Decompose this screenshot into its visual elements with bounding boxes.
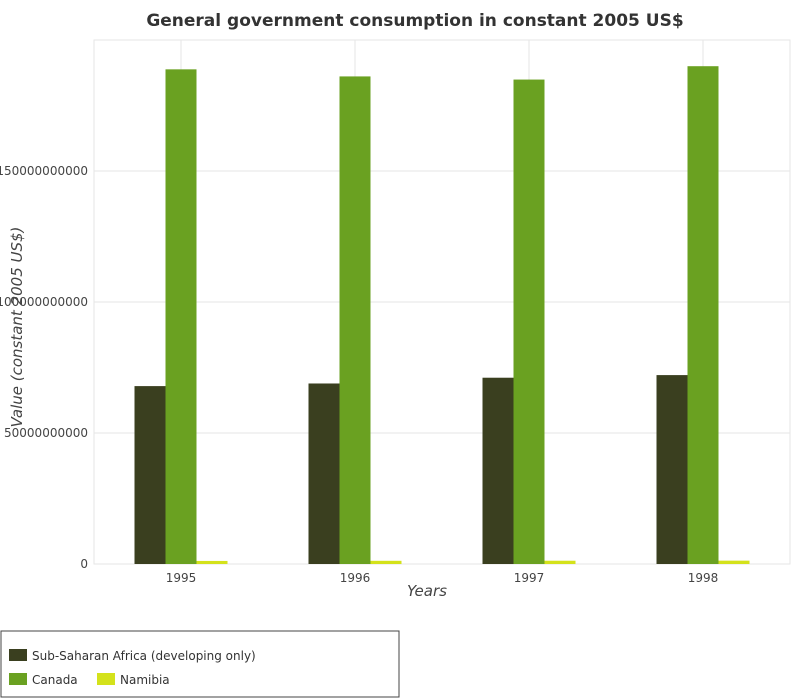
legend-label: Namibia xyxy=(120,673,170,687)
legend: Sub-Saharan Africa (developing only) Cana… xyxy=(0,630,400,698)
legend-label: Sub-Saharan Africa (developing only) xyxy=(32,649,256,663)
bar xyxy=(718,560,750,564)
bar xyxy=(134,386,166,564)
bar xyxy=(339,76,371,564)
bar xyxy=(513,79,545,564)
bar xyxy=(687,66,719,564)
bar xyxy=(196,560,228,564)
bar xyxy=(544,560,576,564)
legend-swatch xyxy=(9,649,27,661)
x-axis-label: Years xyxy=(407,582,447,600)
chart-title: General government consumption in consta… xyxy=(146,11,683,31)
bar xyxy=(482,377,514,564)
y-axis-ticks: 0 50000000000 100000000000 150000000000 xyxy=(0,164,88,571)
x-tick-label: 1995 xyxy=(166,571,197,585)
bar xyxy=(308,383,340,564)
y-tick-label: 100000000000 xyxy=(0,295,88,309)
y-tick-label: 0 xyxy=(80,557,88,571)
bar xyxy=(656,375,688,564)
legend-swatch xyxy=(97,673,115,685)
y-tick-label: 150000000000 xyxy=(0,164,88,178)
y-tick-label: 50000000000 xyxy=(4,426,88,440)
bar xyxy=(165,69,197,565)
x-axis-ticks: 1995 1996 1997 1998 xyxy=(166,571,719,585)
legend-box xyxy=(0,630,400,698)
y-axis-label: Value (constant 2005 US$) xyxy=(8,227,26,428)
bars xyxy=(134,66,750,565)
x-tick-label: 1997 xyxy=(514,571,545,585)
x-tick-label: 1996 xyxy=(340,571,371,585)
x-tick-label: 1998 xyxy=(688,571,719,585)
bar xyxy=(370,560,402,564)
legend-swatch xyxy=(9,673,27,685)
legend-label: Canada xyxy=(32,673,78,687)
